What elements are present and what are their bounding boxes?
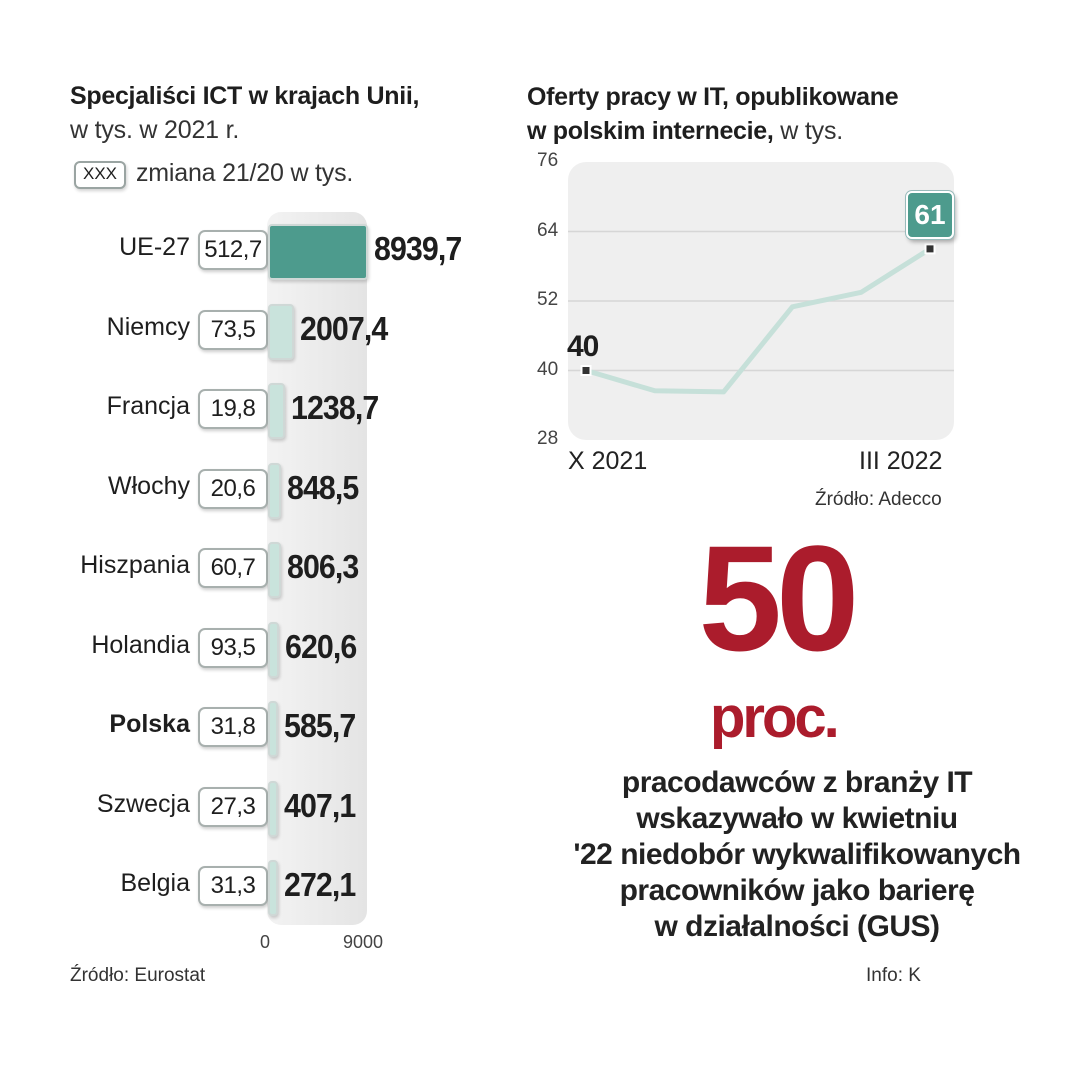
bar-value-label: 848,5: [287, 468, 359, 506]
bar: [268, 224, 369, 280]
left-source: Źródło: Eurostat: [70, 965, 206, 986]
bar-value-label: 1238,7: [291, 389, 379, 426]
country-label: Holandia: [91, 630, 190, 659]
change-value: 73,5: [198, 309, 268, 350]
change-value: 19,8: [198, 389, 268, 429]
bar: [268, 621, 279, 678]
endpoint-marker: [924, 243, 936, 255]
country-label: Polska: [109, 710, 190, 738]
end-value-badge: 61: [906, 191, 954, 239]
bar-value-label: 8939,7: [374, 230, 462, 267]
left-chart-subtitle: w tys. w 2021 r.: [70, 116, 240, 144]
bar: [268, 701, 279, 757]
stat-description-line: pracodawców z branży IT: [621, 766, 973, 799]
bar: [268, 780, 278, 837]
y-tick-label: 28: [537, 428, 559, 449]
bar-value-label: 806,3: [286, 548, 359, 585]
bar-value-label: 620,6: [284, 627, 357, 665]
stat-description-line: pracowników jako barierę: [619, 874, 975, 907]
left-chart-title: Specjaliści ICT w krajach Unii,: [70, 82, 420, 110]
stat-description-line: '22 niedobór wykwalifikowanych: [573, 838, 1021, 871]
stat-description-line: wskazywało w kwietniu: [636, 802, 958, 835]
change-value: 93,5: [198, 627, 268, 668]
change-value: 31,8: [198, 707, 268, 747]
change-value: 512,7: [198, 230, 268, 270]
country-label: Niemcy: [106, 312, 190, 341]
right-source: Źródło: Adecco: [815, 489, 942, 510]
country-label: Francja: [106, 392, 190, 420]
stat-unit: proc.: [710, 685, 840, 750]
y-tick-label: 64: [537, 219, 559, 241]
bar: [268, 303, 294, 360]
y-tick-label: 76: [537, 150, 559, 171]
bar: [268, 383, 286, 439]
country-label: Hiszpania: [80, 551, 190, 579]
bar-value-label: 407,1: [284, 786, 356, 824]
x-axis-end-label: III 2022: [859, 447, 943, 475]
legend-change-box: XXX: [74, 161, 126, 189]
change-value: 27,3: [198, 786, 268, 827]
country-label: UE-27: [119, 233, 190, 261]
start-value-label: 40: [567, 330, 599, 363]
right-chart-title-unit: w tys.: [773, 117, 843, 145]
y-tick-label: 52: [537, 289, 559, 310]
bar-value-label: 2007,4: [299, 309, 388, 347]
stat-description-line: w działalności (GUS): [654, 910, 940, 943]
change-value: 60,7: [198, 548, 268, 588]
bar-value-label: 272,1: [284, 866, 356, 903]
right-chart-title-bold: w polskim internecie,: [527, 117, 774, 145]
stat-number: 50: [698, 514, 860, 682]
endpoint-marker: [580, 365, 592, 376]
bar: [268, 860, 278, 916]
legend-change-label: zmiana 21/20 w tys.: [136, 159, 354, 187]
right-chart-title-line2: w polskim internecie, w tys.: [527, 117, 843, 146]
x-axis-min-label: 0: [260, 932, 271, 952]
info-credit: Info: K: [866, 965, 921, 986]
x-axis-max-label: 9000: [343, 932, 384, 952]
country-label: Włochy: [108, 471, 190, 500]
change-value: 20,6: [198, 468, 268, 509]
bar: [268, 542, 281, 598]
country-label: Szwecja: [96, 789, 190, 818]
bar: [268, 462, 282, 519]
right-chart-title-line1: Oferty pracy w IT, opublikowane: [527, 83, 899, 111]
stat-description: pracodawców z branży IT wskazywało w kwi…: [567, 765, 1027, 945]
country-label: Belgia: [120, 869, 191, 897]
x-axis-start-label: X 2021: [568, 447, 648, 475]
y-tick-label: 40: [537, 358, 559, 380]
change-value: 31,3: [198, 866, 268, 906]
series-line: [585, 246, 932, 395]
bar-value-label: 585,7: [284, 707, 356, 744]
